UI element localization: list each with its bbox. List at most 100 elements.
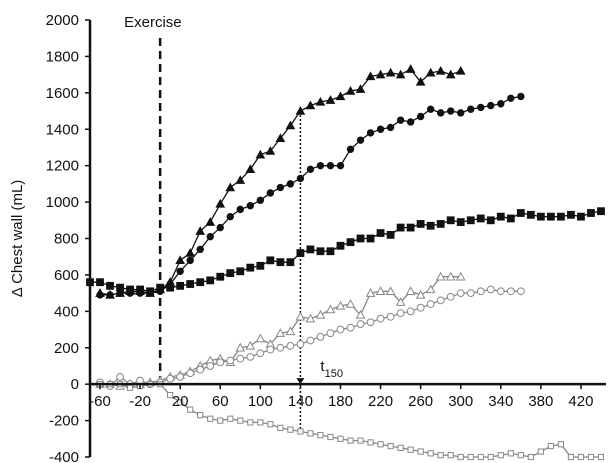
y-tick-label: 0 [71, 376, 79, 393]
data-point [206, 276, 215, 285]
data-point [305, 100, 316, 110]
data-point [406, 118, 415, 126]
t150-label-main: t [320, 358, 325, 375]
data-point [286, 180, 295, 188]
data-point [217, 417, 224, 424]
data-point [427, 450, 434, 457]
data-point [516, 287, 525, 296]
data-point [436, 109, 445, 117]
data-point [376, 125, 385, 133]
data-point [276, 183, 285, 192]
data-point [536, 212, 545, 221]
data-point [316, 161, 325, 170]
data-point [446, 216, 455, 225]
data-point [376, 314, 385, 323]
data-point [426, 105, 435, 113]
data-point [557, 441, 565, 448]
data-point [486, 285, 495, 294]
data-point [507, 450, 514, 457]
data-point [116, 372, 124, 381]
data-point [497, 100, 505, 108]
data-point [186, 280, 195, 288]
data-point [315, 309, 326, 319]
data-point [396, 309, 405, 318]
y-tick-label: 1800 [46, 48, 79, 65]
y-ticks: -400 -200 0 200 400 600 800 1000 1200 1400 1600 180… [46, 12, 90, 463]
data-point [395, 297, 406, 306]
x-tick-label: -60 [89, 393, 111, 410]
data-point [326, 329, 335, 338]
data-point [547, 442, 554, 450]
data-point [406, 307, 415, 316]
data-point [446, 292, 455, 301]
x-tick-label: 20 [172, 393, 189, 410]
data-point [486, 216, 495, 225]
data-point [316, 247, 325, 256]
data-point [425, 67, 436, 77]
series-square-filled [86, 207, 605, 296]
data-point [437, 452, 444, 459]
data-point [156, 283, 165, 292]
data-point [246, 352, 255, 361]
data-point [146, 287, 155, 296]
data-point [395, 69, 406, 79]
data-point [516, 209, 525, 217]
data-point [446, 107, 455, 115]
data-point [386, 230, 395, 239]
data-point [285, 326, 296, 336]
data-point [436, 220, 445, 228]
x-tick-label: 340 [488, 393, 513, 410]
data-point [355, 84, 366, 93]
data-point [415, 76, 426, 86]
data-point [315, 96, 326, 106]
data-point [336, 325, 345, 334]
data-point [285, 120, 296, 130]
data-point [415, 289, 426, 299]
data-point [175, 255, 186, 265]
data-point [457, 109, 465, 117]
data-point [467, 453, 474, 461]
data-point [136, 285, 144, 294]
data-point [196, 278, 205, 287]
data-point [527, 453, 534, 461]
data-point [325, 304, 336, 314]
data-point [366, 129, 375, 137]
data-point [507, 94, 515, 102]
data-point [306, 336, 315, 345]
data-point [317, 432, 324, 439]
data-point [506, 287, 515, 296]
data-point [246, 202, 255, 210]
data-point [506, 214, 515, 223]
data-point [235, 342, 246, 352]
data-point [265, 146, 276, 155]
x-tick-label: 100 [248, 393, 273, 410]
data-point [275, 328, 286, 337]
data-point [447, 452, 454, 459]
data-point [357, 437, 364, 444]
data-point [517, 92, 525, 101]
data-point [276, 343, 285, 352]
data-point [197, 412, 204, 419]
data-point [397, 444, 404, 451]
data-point [346, 238, 355, 247]
data-point [167, 391, 174, 399]
data-point [216, 358, 225, 367]
axes: -400 -200 0 200 400 600 800 1000 1200 1400 1600 180… [9, 12, 606, 463]
data-point [336, 161, 345, 170]
data-point [116, 283, 124, 292]
data-point [416, 220, 425, 228]
data-point [255, 333, 266, 343]
data-point [477, 103, 485, 112]
data-point [385, 286, 396, 296]
data-point [276, 258, 285, 267]
data-point [416, 112, 425, 121]
data-point [126, 285, 134, 294]
data-point [346, 323, 355, 332]
data-point [396, 116, 405, 124]
data-point [226, 212, 234, 221]
data-point [277, 424, 284, 431]
data-point [466, 289, 475, 298]
series-square-open [96, 381, 605, 461]
data-point [587, 209, 595, 217]
data-point [496, 212, 505, 221]
